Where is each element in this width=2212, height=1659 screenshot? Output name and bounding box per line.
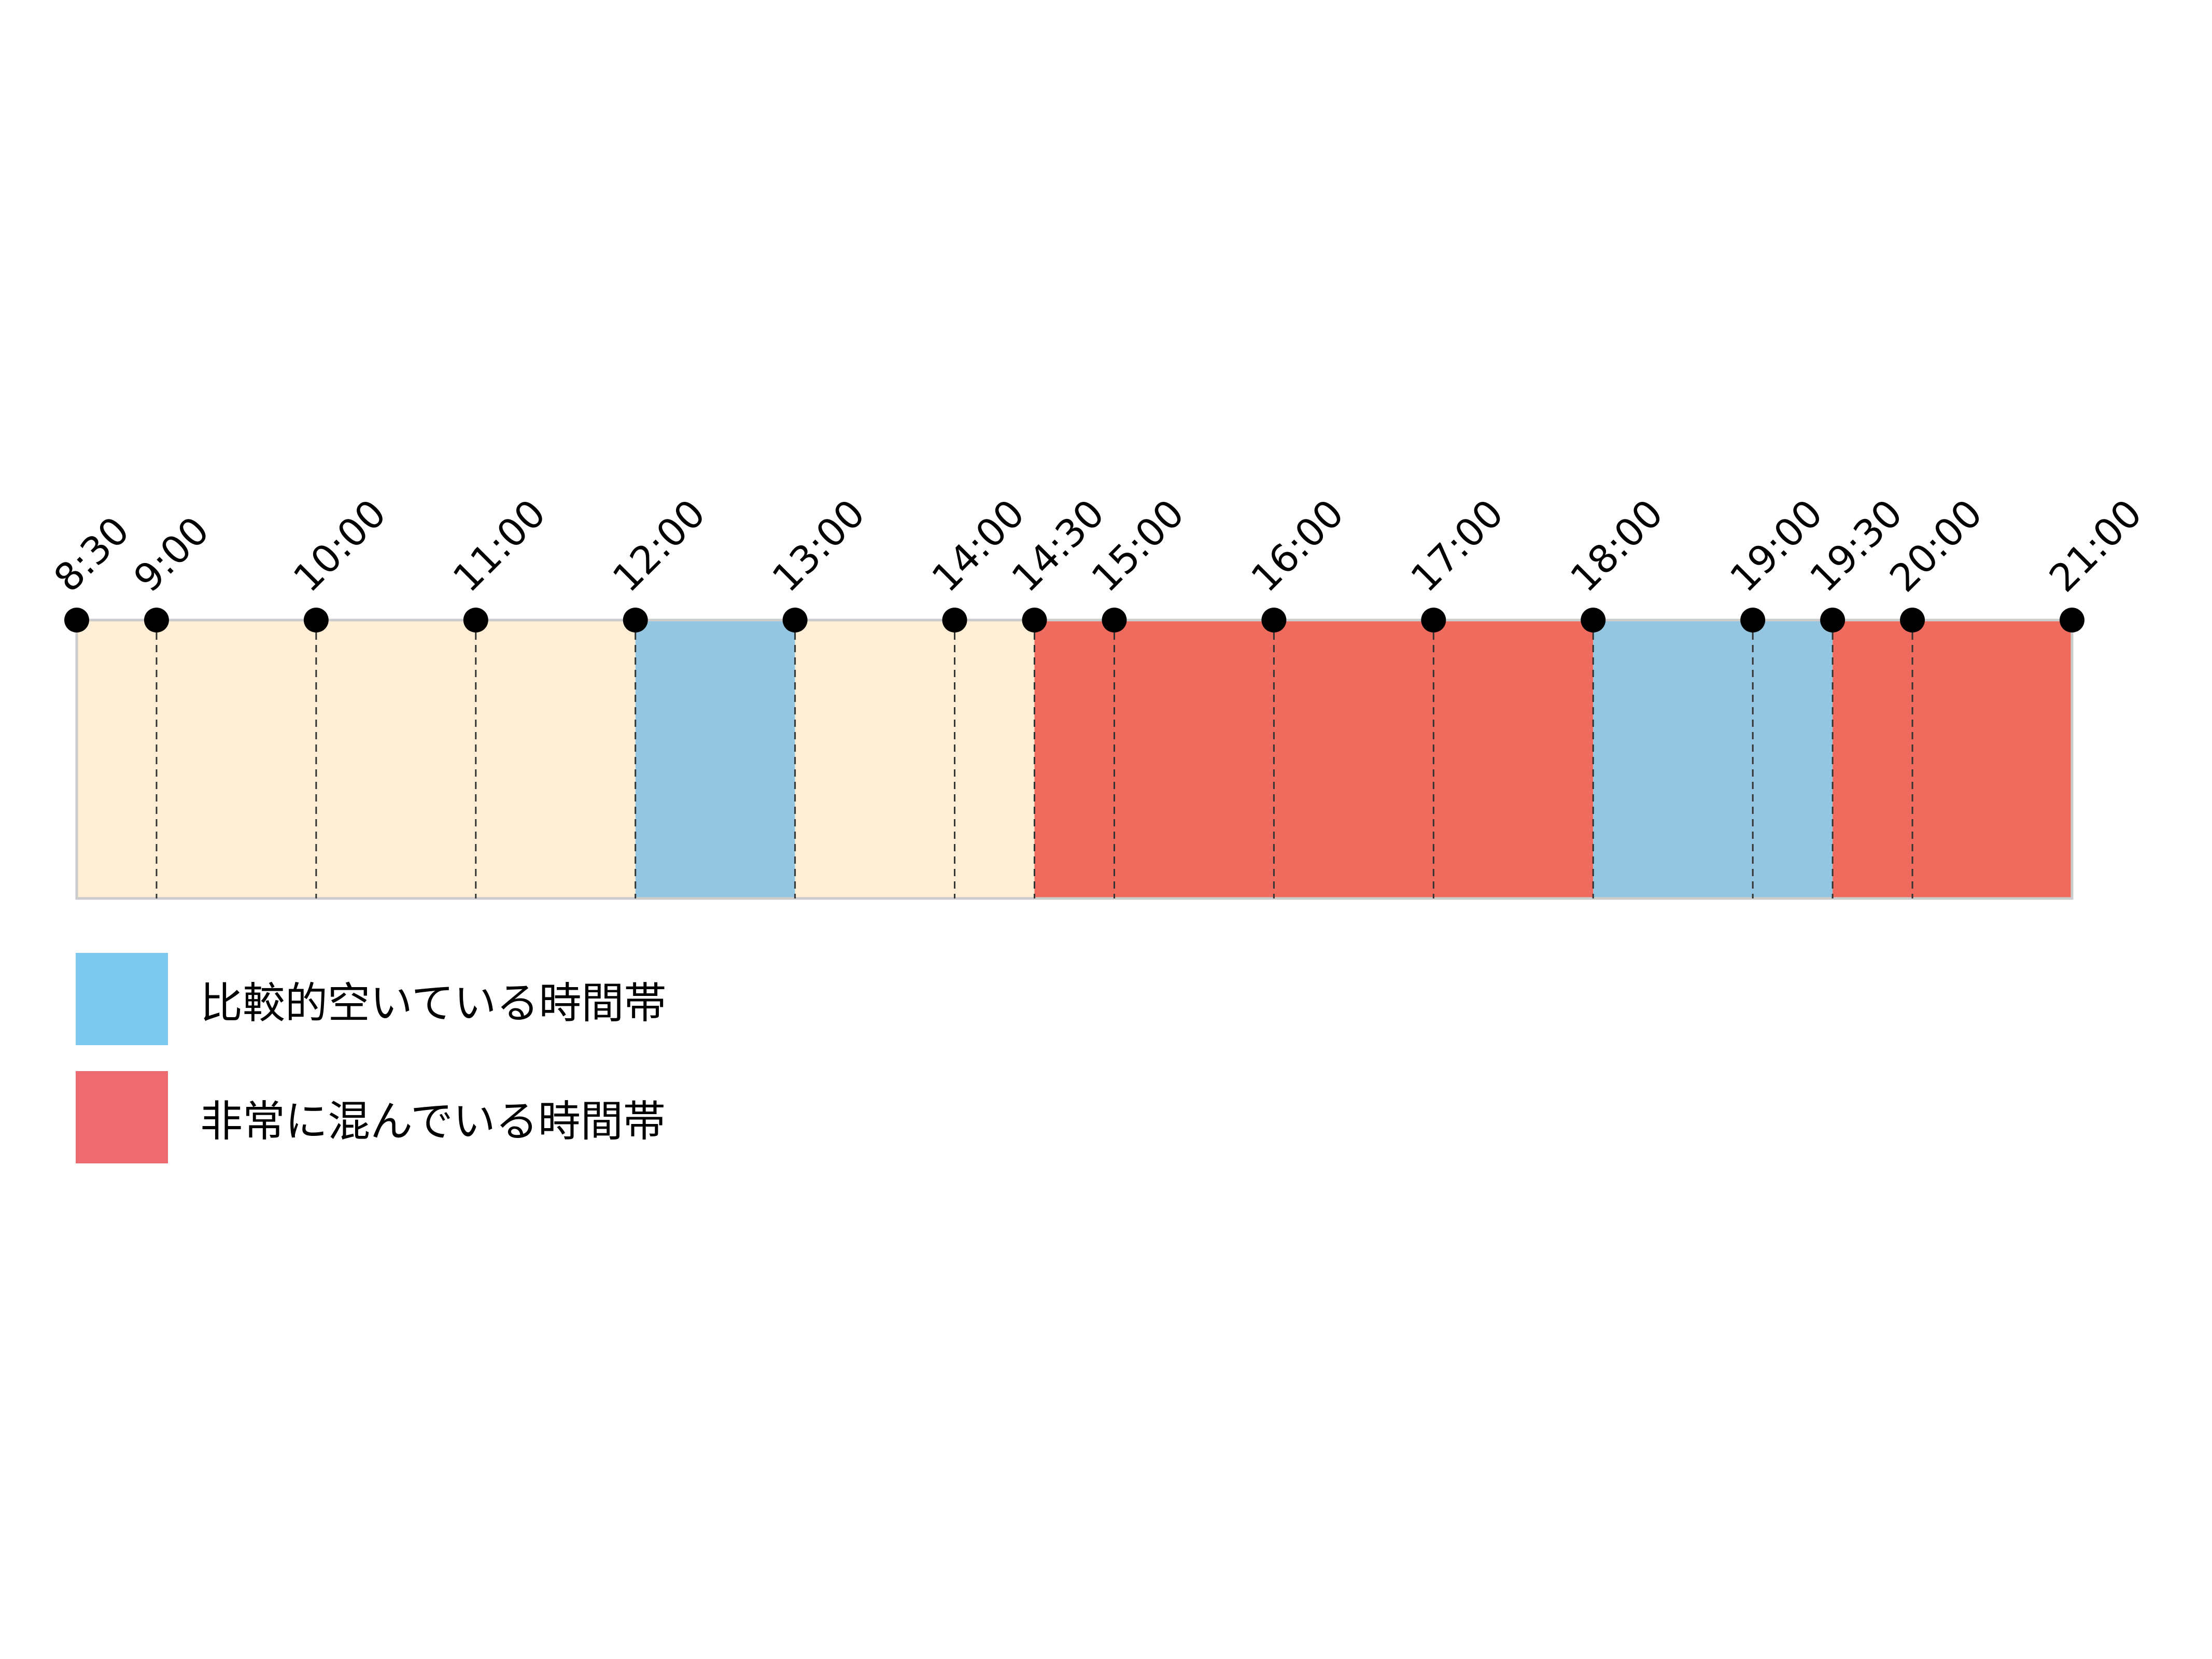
tick-marker-1300 [782, 608, 808, 632]
timeline-frame [75, 618, 2074, 900]
segment-normal-2 [795, 620, 1035, 898]
tick-label-1900: 19:00 [1722, 491, 1831, 601]
tick-label-1930: 19:30 [1801, 491, 1911, 601]
segment-busy-3 [1034, 620, 1594, 898]
tick-marker-830 [64, 608, 89, 632]
tick-marker-1800 [1581, 608, 1606, 632]
legend-item-quiet: 比較的空いている時間帯 [76, 953, 667, 1045]
gridlines-layer [156, 620, 1913, 898]
tick-marker-1000 [303, 608, 329, 632]
segment-busy-5 [1833, 620, 2072, 898]
legend-swatch-busy [76, 1071, 168, 1163]
tick-marker-1700 [1421, 608, 1446, 632]
segment-normal-0 [77, 620, 636, 898]
tick-label-1300: 13:00 [764, 491, 874, 601]
tick-label-2000: 20:00 [1881, 491, 1991, 601]
tick-marker-1500 [1102, 608, 1127, 632]
tick-marker-1900 [1740, 608, 1766, 632]
tick-label-1200: 12:00 [604, 491, 714, 601]
legend-item-busy: 非常に混んでいる時間帯 [76, 1071, 667, 1163]
segment-quiet-1 [635, 620, 795, 898]
segments-layer [77, 620, 2072, 898]
tick-label-1700: 17:00 [1402, 491, 1512, 601]
tick-label-1600: 16:00 [1243, 491, 1352, 601]
legend: 比較的空いている時間帯 非常に混んでいる時間帯 [76, 953, 667, 1189]
tick-label-1800: 18:00 [1562, 491, 1672, 601]
tick-label-1400: 14:00 [923, 491, 1033, 601]
tick-marker-900 [144, 608, 169, 632]
tick-label-1000: 10:00 [285, 491, 395, 601]
tick-label-2100: 21:00 [2041, 491, 2151, 601]
legend-swatch-quiet [76, 953, 168, 1045]
segment-quiet-4 [1593, 620, 1833, 898]
tick-marker-1200 [623, 608, 648, 632]
tick-marker-1400 [942, 608, 967, 632]
tick-marker-2100 [2060, 608, 2084, 632]
tick-marker-1100 [463, 608, 488, 632]
tick-labels-layer: 8:309:00 10:00 11:00 12:00 13:00 14:0014:3015… [46, 491, 2151, 601]
tick-label-1100: 11:00 [445, 491, 555, 601]
tick-marker-1430 [1022, 608, 1047, 632]
tick-marker-1600 [1261, 608, 1287, 632]
tick-markers-layer [64, 608, 2084, 632]
tick-label-1430: 14:30 [1003, 491, 1113, 601]
tick-marker-2000 [1900, 608, 1925, 632]
legend-label-quiet: 比較的空いている時間帯 [200, 978, 667, 1028]
tick-label-830: 8:30 [46, 508, 138, 600]
tick-marker-1930 [1820, 608, 1845, 632]
legend-label-busy: 非常に混んでいる時間帯 [200, 1096, 666, 1146]
tick-label-1500: 15:00 [1083, 491, 1193, 601]
tick-label-900: 9:00 [125, 508, 218, 600]
